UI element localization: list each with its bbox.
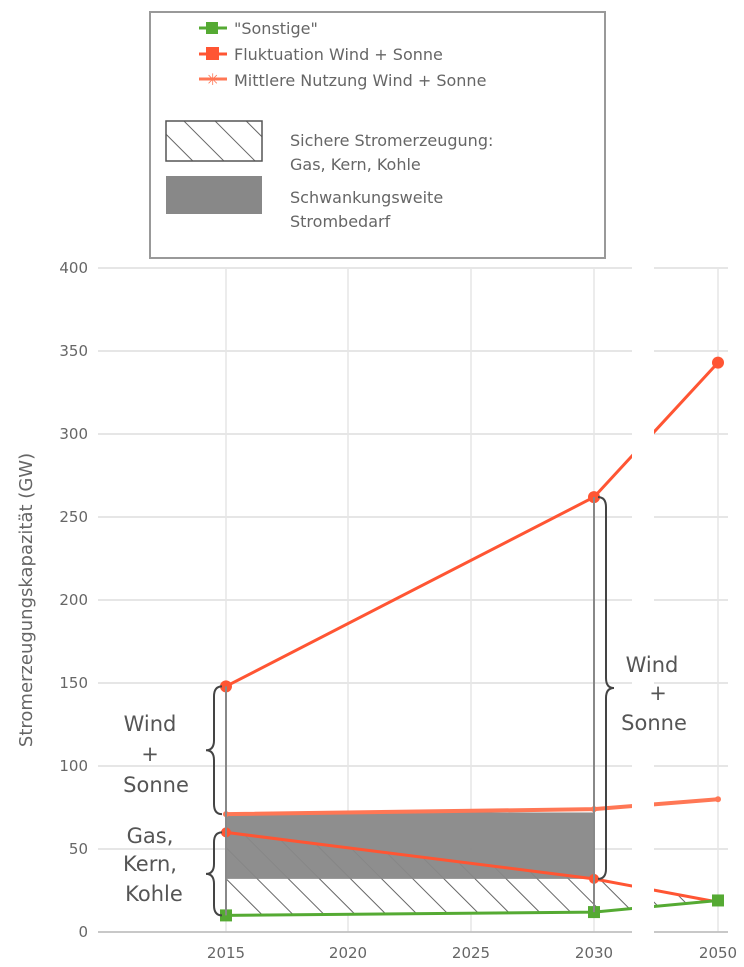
y-axis-label: Stromerzeugungskapazität (GW) xyxy=(16,453,37,747)
annotation-wind-sonne-right-2: + xyxy=(649,681,667,705)
annotation-wind-sonne-left-3: Sonne xyxy=(123,773,189,797)
series-2-point xyxy=(715,796,721,803)
axis-break xyxy=(632,262,654,942)
annotations: Wind + Sonne Gas, Kern, Kohle Wind + Son… xyxy=(123,653,687,906)
legend-entry-sonstige: "Sonstige" xyxy=(199,19,318,38)
legend-entry-fluktuation: Fluktuation Wind + Sonne xyxy=(199,45,443,64)
annotation-wind-sonne-right-1: Wind xyxy=(626,653,679,677)
y-tick-label: 200 xyxy=(59,591,88,609)
annotation-gas-kern-kohle-3: Kohle xyxy=(125,882,183,906)
legend-hatch-swatch xyxy=(165,120,263,162)
legend-gray-swatch xyxy=(166,176,262,214)
brace-gas-kern-kohle xyxy=(205,831,223,917)
series xyxy=(220,356,724,922)
series-1-point xyxy=(712,356,724,369)
legend-entry-mittlere: ✳ Mittlere Nutzung Wind + Sonne xyxy=(199,70,486,90)
legend-label-secure-line2: Gas, Kern, Kohle xyxy=(290,155,421,174)
legend-label-demand-line2: Strombedarf xyxy=(290,212,391,231)
brace-wind-sonne-right xyxy=(597,496,615,880)
braces xyxy=(205,496,615,917)
legend-entry-demand: Schwankungsweite Strombedarf xyxy=(166,176,443,231)
x-tick-label: 2030 xyxy=(575,944,613,962)
y-ticks: 0 50 100 150 200 250 300 350 400 xyxy=(59,259,88,941)
x-tick-label: 2020 xyxy=(329,944,367,962)
annotation-gas-kern-kohle-2: Kern, xyxy=(123,852,177,876)
legend-label-secure-line1: Sichere Stromerzeugung: xyxy=(290,131,493,150)
x-tick-label: 2015 xyxy=(207,944,245,962)
y-tick-label: 300 xyxy=(59,425,88,443)
y-tick-label: 100 xyxy=(59,757,88,775)
annotation-wind-sonne-right-3: Sonne xyxy=(621,711,687,735)
y-tick-label: 150 xyxy=(59,674,88,692)
legend-marker-square-icon xyxy=(206,47,219,60)
legend-label-mittlere: Mittlere Nutzung Wind + Sonne xyxy=(234,71,486,90)
legend-marker-cross-icon: ✳ xyxy=(206,70,219,89)
legend-marker-square-icon xyxy=(206,22,218,34)
x-tick-label: 2050 xyxy=(699,944,737,962)
y-tick-label: 50 xyxy=(69,840,88,858)
demand-band xyxy=(226,812,594,879)
annotation-gas-kern-kohle-1: Gas, xyxy=(127,824,174,848)
legend-entry-secure: Sichere Stromerzeugung: Gas, Kern, Kohle xyxy=(165,120,493,174)
y-tick-label: 350 xyxy=(59,342,88,360)
y-tick-label: 250 xyxy=(59,508,88,526)
brace-wind-sonne-left xyxy=(205,685,223,816)
y-tick-label: 400 xyxy=(59,259,88,277)
x-tick-label: 2025 xyxy=(452,944,490,962)
legend: "Sonstige" Fluktuation Wind + Sonne ✳ Mi… xyxy=(149,11,606,259)
legend-label-fluktuation: Fluktuation Wind + Sonne xyxy=(234,45,443,64)
x-ticks: 2015 2020 2025 2030 2050 xyxy=(207,944,737,962)
annotation-wind-sonne-left-2: + xyxy=(141,742,159,766)
legend-label-demand-line1: Schwankungsweite xyxy=(290,188,443,207)
legend-label-sonstige: "Sonstige" xyxy=(234,19,318,38)
series-0-point xyxy=(712,894,724,907)
y-tick-label: 0 xyxy=(78,923,88,941)
annotation-wind-sonne-left-1: Wind xyxy=(124,712,177,736)
